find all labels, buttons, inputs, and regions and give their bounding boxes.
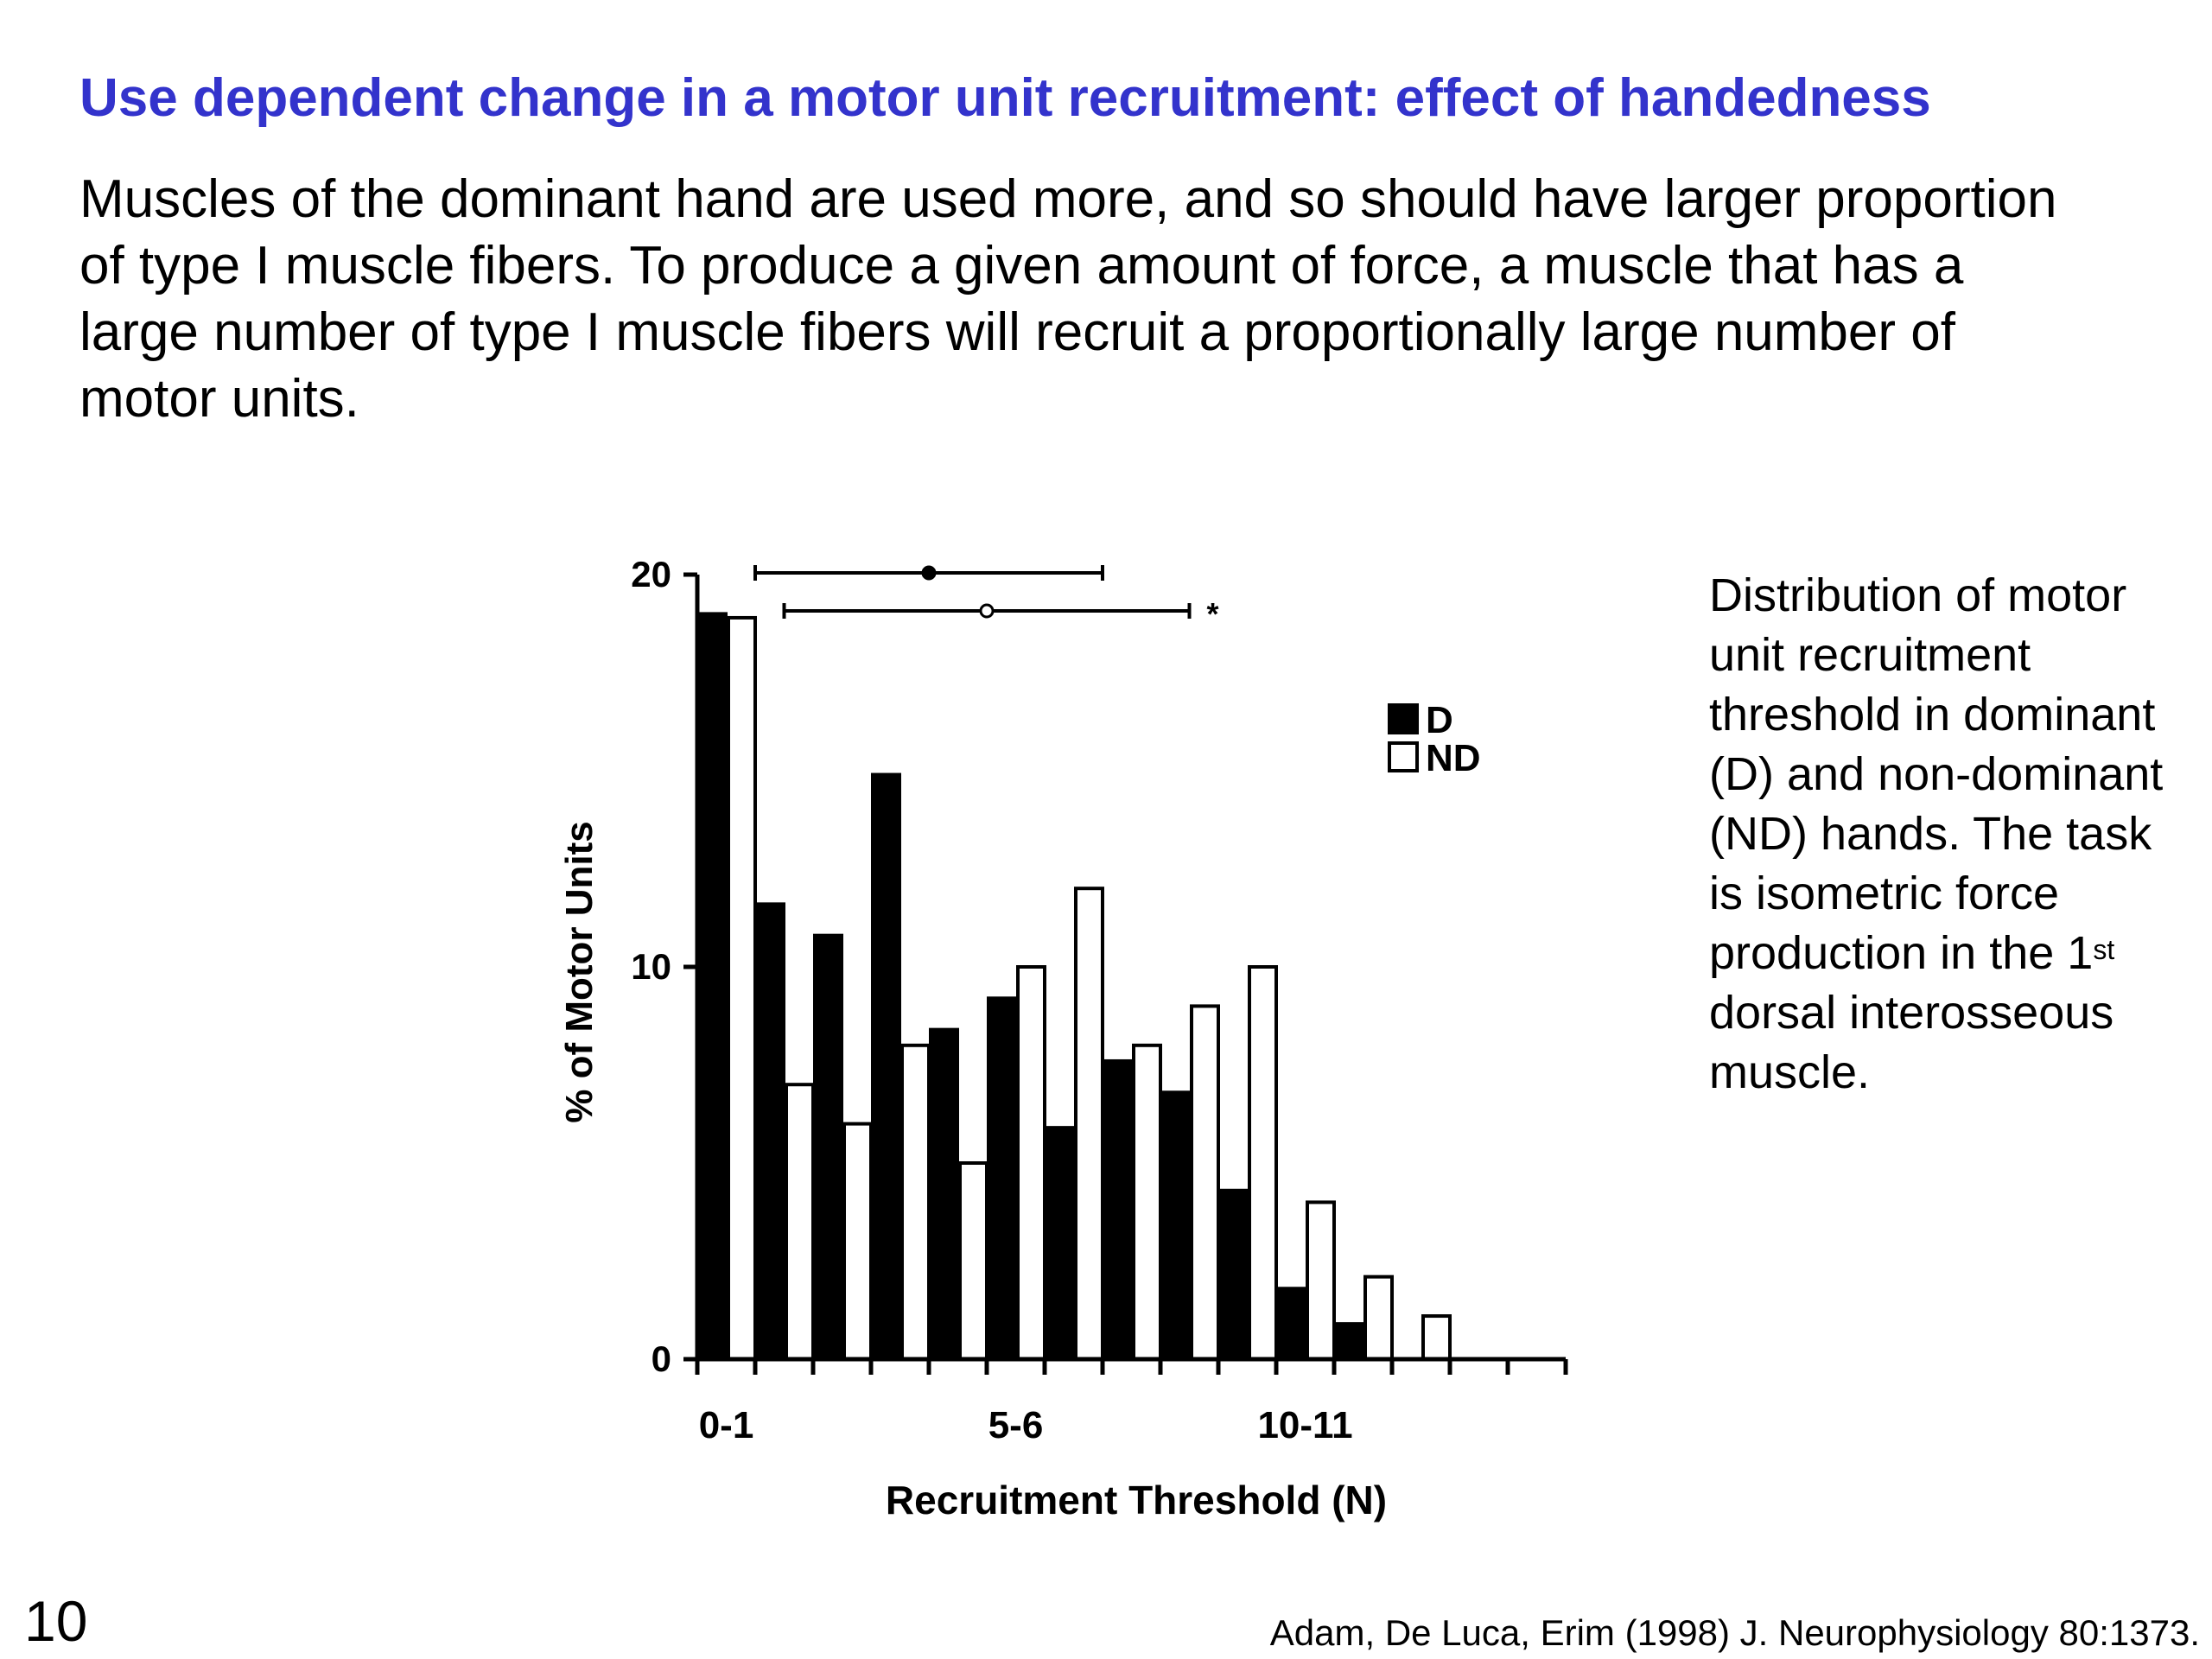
bar-d — [1045, 1126, 1075, 1361]
slide-title: Use dependent change in a motor unit rec… — [79, 68, 1931, 128]
bar-nd — [1074, 887, 1104, 1361]
caption-line: muscle. — [1709, 1046, 1871, 1098]
bar-nd — [1248, 965, 1278, 1361]
intro-line: of type I muscle fibers. To produce a gi… — [79, 236, 1964, 296]
caption-line: Distribution of motor — [1709, 569, 2127, 621]
bar-nd — [1421, 1314, 1452, 1362]
chart-axes: 0 10 20 0-1 5-6 10-11 — [631, 554, 1568, 1446]
bar-d — [1276, 1287, 1306, 1362]
bar-d — [871, 772, 901, 1361]
caption-line: dorsal interosseous — [1709, 987, 2114, 1039]
bar-d — [813, 933, 843, 1362]
y-tick-label: 0 — [652, 1338, 671, 1379]
caption-line: threshold in dominant — [1709, 689, 2156, 741]
x-tick-label: 0-1 — [699, 1404, 754, 1446]
chart-legend: DND — [1388, 699, 1481, 779]
slide-number: 10 — [24, 1589, 88, 1653]
intro-paragraph: Muscles of the dominant hand are used mo… — [79, 166, 2171, 432]
bar-nd — [727, 615, 757, 1361]
bar-d — [1103, 1058, 1133, 1361]
citation: Adam, De Luca, Erim (1998) J. Neurophysi… — [1269, 1612, 2200, 1653]
caption-line: (D) and non-dominant — [1709, 748, 2164, 800]
figure-caption: Distribution of motor unit recruitment t… — [1709, 566, 2210, 1103]
caption-line-text: production in the 1 — [1709, 927, 2094, 979]
chart-bars — [697, 612, 1452, 1362]
intro-line: Muscles of the dominant hand are used mo… — [79, 169, 2057, 229]
bar-nd — [1306, 1200, 1336, 1362]
legend-swatch-d — [1388, 703, 1419, 734]
bar-nd — [958, 1161, 988, 1361]
bar-nd — [900, 1043, 931, 1362]
bar-nd — [1363, 1274, 1394, 1362]
y-tick-label: 20 — [631, 554, 671, 594]
bar-nd — [1132, 1043, 1162, 1362]
legend-label-d: D — [1426, 699, 1453, 741]
bar-nd — [785, 1083, 815, 1361]
caption-line: unit recruitment — [1709, 629, 2031, 681]
y-tick-label: 10 — [631, 946, 671, 987]
bar-d — [755, 902, 785, 1361]
intro-line: motor units. — [79, 369, 359, 429]
bar-d — [1334, 1322, 1364, 1362]
bar-d — [987, 996, 1017, 1361]
bar-nd — [842, 1122, 873, 1361]
bar-d — [929, 1027, 959, 1361]
caption-line: is isometric force — [1709, 868, 2060, 919]
caption-line: (ND) hands. The task — [1709, 808, 2152, 860]
range-mean-marker — [921, 565, 937, 581]
bar-d — [1160, 1090, 1191, 1362]
bar-d — [1218, 1188, 1249, 1362]
legend-swatch-nd — [1388, 741, 1419, 772]
intro-line: large number of type I muscle fibers wil… — [79, 302, 1955, 362]
x-axis-title: Recruitment Threshold (N) — [886, 1478, 1387, 1522]
bar-d — [697, 612, 728, 1361]
x-tick-label: 5-6 — [988, 1404, 1044, 1446]
y-axis-title: % of Motor Units — [558, 821, 601, 1123]
caption-superscript: st — [2093, 934, 2115, 965]
bar-nd — [1016, 965, 1046, 1361]
chart-range-bars: * — [753, 565, 1219, 632]
significance-marker: * — [1207, 596, 1219, 632]
range-mean-marker — [979, 603, 995, 619]
caption-line: production in the 1st — [1709, 924, 2210, 983]
bar-nd — [1190, 1004, 1220, 1362]
x-tick-label: 10-11 — [1257, 1404, 1352, 1446]
legend-label-nd: ND — [1426, 737, 1481, 779]
